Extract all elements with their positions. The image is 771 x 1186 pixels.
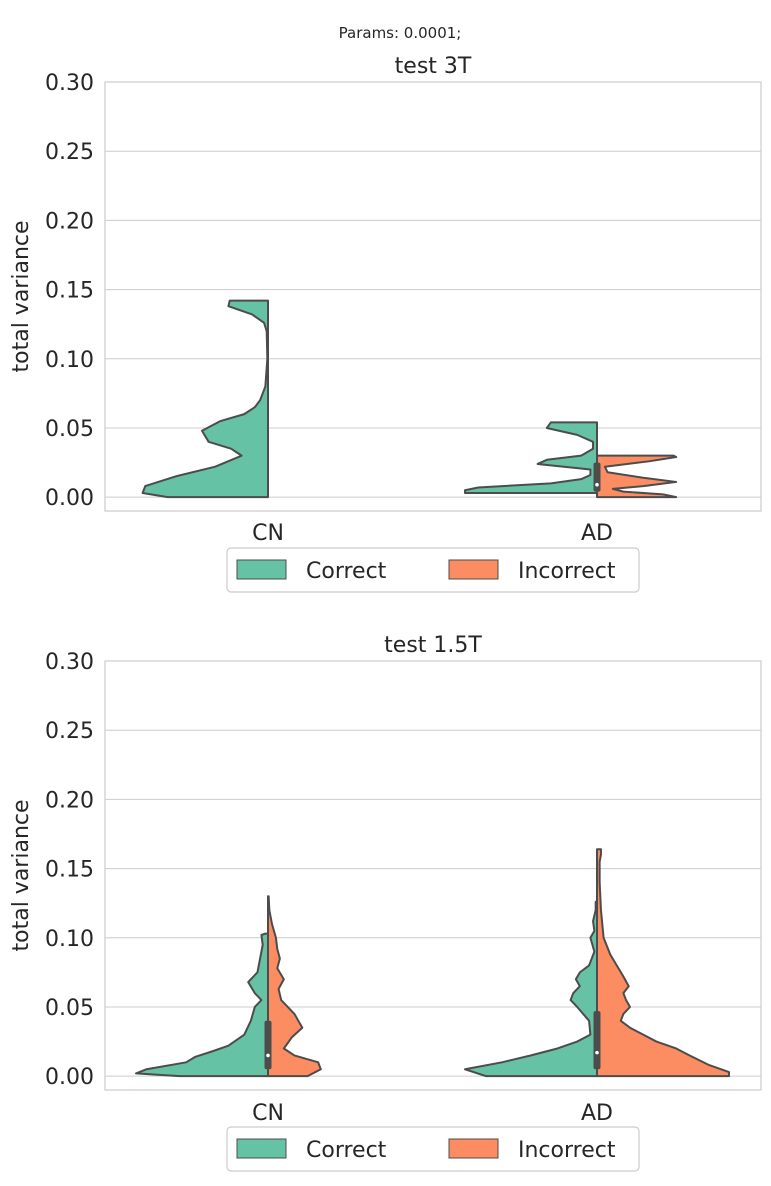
box-median: [595, 1050, 599, 1055]
y-tick-label: 0.10: [45, 348, 94, 373]
violin-ad-correct: [464, 421, 598, 495]
legend-box: [226, 547, 640, 593]
panel-title: test 1.5T: [384, 633, 482, 658]
box-median: [266, 1053, 270, 1058]
legend-label-correct: Correct: [306, 559, 387, 584]
y-tick-label: 0.25: [45, 719, 94, 744]
y-axis-label: total variance: [9, 799, 34, 951]
y-tick-label: 0.15: [45, 279, 94, 304]
legend-label-incorrect: Incorrect: [518, 1138, 616, 1163]
legend: Correct Incorrect: [226, 547, 640, 593]
y-tick-label: 0.05: [45, 996, 94, 1021]
y-tick-label: 0.30: [45, 71, 94, 96]
violin-ad-incorrect: [596, 848, 730, 1078]
y-tick-label: 0.30: [45, 650, 94, 675]
box-iqr: [593, 462, 601, 492]
violin-cn-correct: [141, 299, 269, 499]
y-tick-label: 0.20: [45, 788, 94, 813]
y-axis-label: total variance: [9, 220, 34, 372]
y-tick-label: 0.15: [45, 858, 94, 883]
legend-swatch-correct: [236, 1138, 287, 1159]
x-tick-label: CN: [252, 1101, 284, 1126]
legend-label-incorrect: Incorrect: [518, 559, 616, 584]
y-tick-label: 0.10: [45, 927, 94, 952]
violin-ad-correct: [464, 900, 598, 1078]
y-tick-label: 0.00: [45, 486, 94, 511]
violin-cn-correct: [135, 932, 269, 1078]
figure-suptitle: Params: 0.0001;: [339, 24, 462, 42]
violin-ad-incorrect: [596, 454, 678, 499]
legend-swatch-incorrect: [448, 559, 499, 580]
box-median: [595, 482, 599, 487]
panel-test-3t: 0.00 0.05 0.10 0.15 0.20 0.25 0.30 test 3T total…: [9, 54, 762, 593]
y-tick-label: 0.05: [45, 417, 94, 442]
panel-title: test 3T: [395, 54, 472, 79]
x-tick-label: AD: [581, 1101, 613, 1126]
x-tick-label: CN: [252, 521, 284, 546]
legend-box: [226, 1126, 640, 1172]
legend-swatch-incorrect: [448, 1138, 499, 1159]
legend: Correct Incorrect: [226, 1126, 640, 1172]
box-iqr: [264, 1020, 272, 1070]
y-tick-label: 0.00: [45, 1065, 94, 1090]
violin-cn-incorrect: [267, 895, 322, 1078]
legend-label-correct: Correct: [306, 1138, 387, 1163]
panel-test-1-5t: 0.00 0.05 0.10 0.15 0.20 0.25 0.30 test 1.5T tot…: [9, 633, 762, 1172]
plot-frame: [104, 660, 762, 1091]
y-tick-label: 0.25: [45, 140, 94, 165]
y-tick-label: 0.20: [45, 209, 94, 234]
x-tick-label: AD: [581, 521, 613, 546]
box-iqr: [593, 1011, 601, 1070]
legend-swatch-correct: [236, 559, 287, 580]
plot-frame: [104, 81, 762, 512]
